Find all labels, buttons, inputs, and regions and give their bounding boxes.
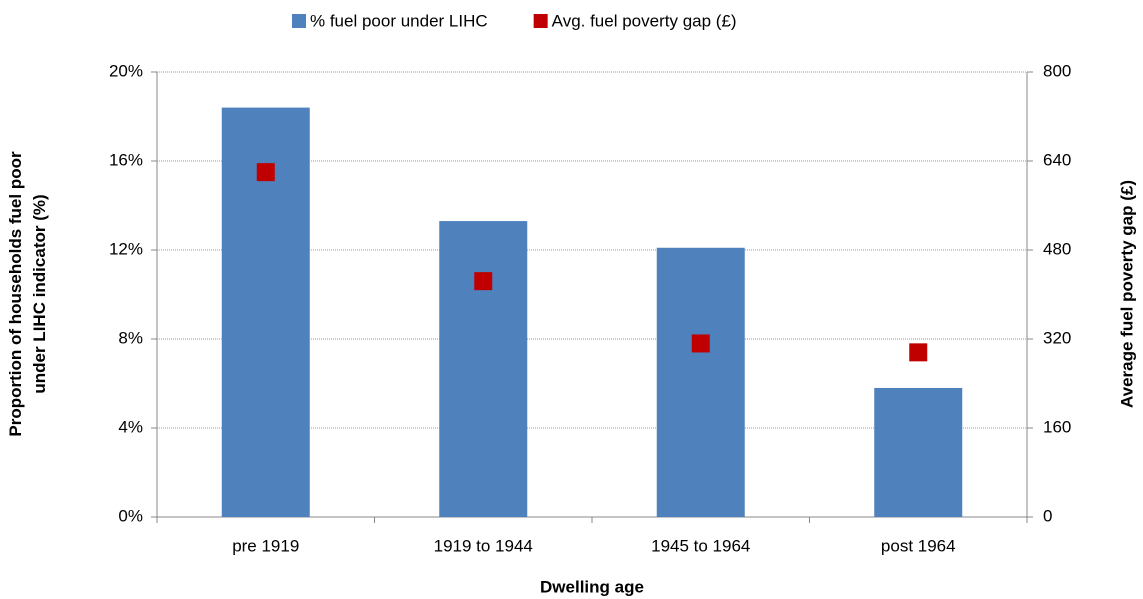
y2-tick-label: 0	[1043, 506, 1052, 525]
legend-swatch	[292, 14, 306, 28]
legend-label: % fuel poor under LIHC	[310, 11, 488, 30]
x-tick-label: 1945 to 1964	[651, 536, 750, 555]
y-axis-title: Proportion of households fuel poor under …	[6, 151, 49, 437]
y-tick-label: 0%	[118, 506, 143, 525]
legend-label: Avg. fuel poverty gap (£)	[552, 11, 737, 30]
y-tick-label: 8%	[118, 328, 143, 347]
y-tick-label: 4%	[118, 417, 143, 436]
x-tick-label: 1919 to 1944	[434, 536, 533, 555]
legend-swatch	[533, 14, 548, 28]
marker	[474, 272, 493, 291]
y2-tick-label: 480	[1043, 239, 1071, 258]
bar	[439, 221, 528, 517]
y2-tick-label: 320	[1043, 328, 1071, 347]
y-tick-label: 20%	[109, 61, 143, 80]
marker	[256, 163, 275, 182]
y2-tick-label: 160	[1043, 417, 1071, 436]
bar	[656, 247, 745, 517]
x-axis-title: Dwelling age	[540, 577, 644, 596]
x-tick-label: pre 1919	[232, 536, 299, 555]
y2-axis-title: Average fuel poverty gap (£)	[1117, 180, 1136, 408]
bar	[874, 387, 963, 517]
x-tick-label: post 1964	[881, 536, 956, 555]
marker	[909, 343, 928, 362]
y2-tick-label: 640	[1043, 150, 1071, 169]
y-tick-label: 12%	[109, 239, 143, 258]
y2-tick-label: 800	[1043, 61, 1071, 80]
marker	[691, 334, 710, 353]
y-tick-label: 16%	[109, 150, 143, 169]
